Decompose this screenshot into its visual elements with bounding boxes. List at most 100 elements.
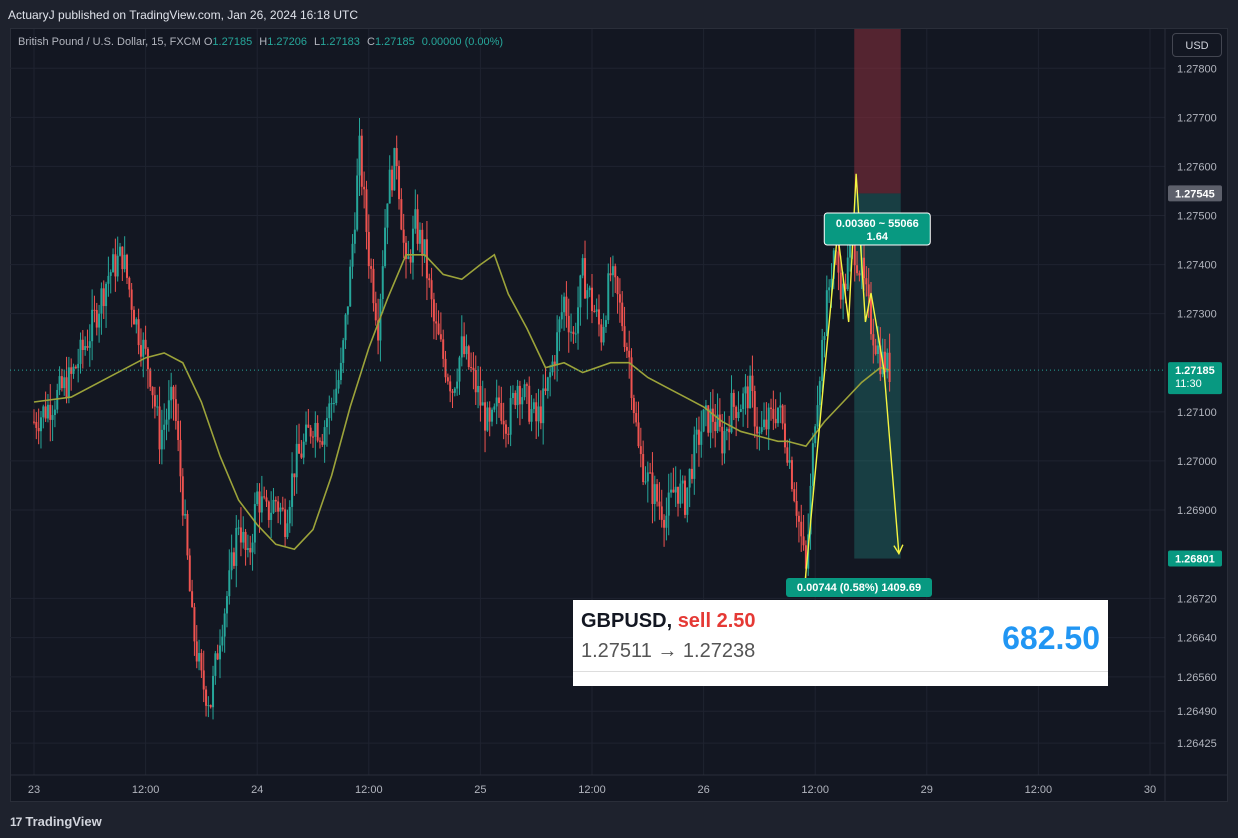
candle xyxy=(309,424,312,444)
candle xyxy=(737,391,740,422)
candle xyxy=(195,625,198,669)
candle xyxy=(298,423,301,455)
candle xyxy=(160,409,163,465)
candle-body xyxy=(272,499,275,513)
candle xyxy=(114,238,117,292)
candle xyxy=(181,468,184,526)
candle-body xyxy=(344,314,347,341)
candle-body xyxy=(479,385,482,406)
candle-body xyxy=(686,487,689,515)
candle xyxy=(370,258,373,283)
time-tick-label: 29 xyxy=(921,784,933,796)
candle-body xyxy=(123,254,126,270)
candle-body xyxy=(407,256,410,259)
candle xyxy=(774,399,777,429)
candle-body xyxy=(256,491,259,505)
candle-body xyxy=(402,229,405,243)
open-value: 1.27185 xyxy=(212,36,253,48)
change-value: 0.00000 (0.00%) xyxy=(421,36,504,48)
candle xyxy=(649,462,652,474)
candle-body xyxy=(225,596,228,614)
symbol-label: British Pound / U.S. Dollar, 15, FXCM xyxy=(18,36,201,48)
candle-body xyxy=(386,203,389,228)
candle-body xyxy=(611,266,614,276)
candle-body xyxy=(574,333,577,335)
candle-body xyxy=(504,424,507,434)
candle xyxy=(870,281,872,340)
candle-body xyxy=(774,418,777,424)
candle xyxy=(93,295,96,323)
candle xyxy=(660,489,663,528)
candle-body xyxy=(321,441,324,445)
candle-body xyxy=(609,273,612,276)
currency-button[interactable]: USD xyxy=(1172,33,1222,57)
candle xyxy=(486,401,489,432)
candle-body xyxy=(514,392,517,406)
candle xyxy=(725,426,728,441)
candle-body xyxy=(184,513,187,516)
candle-body xyxy=(258,491,261,513)
candle-body xyxy=(330,403,333,405)
candle-body xyxy=(714,421,717,432)
candle xyxy=(728,415,731,451)
candle xyxy=(216,644,219,661)
price-tick-label: 1.26560 xyxy=(1177,672,1217,684)
trade-result-card: GBPUSD, sell 2.50 1.27511 → 1.27238 682.… xyxy=(573,600,1108,686)
candle xyxy=(265,489,268,508)
candle-body xyxy=(63,377,66,389)
candle-body xyxy=(797,515,800,522)
candle-body xyxy=(244,531,247,550)
candle-body xyxy=(119,246,122,256)
candle xyxy=(332,389,335,413)
candle xyxy=(365,180,368,250)
candle-body xyxy=(318,440,321,442)
candle-body xyxy=(528,385,531,422)
candle-body xyxy=(623,326,626,347)
candle xyxy=(700,410,703,458)
trade-pnl: 682.50 xyxy=(1002,620,1100,656)
candle xyxy=(793,482,796,503)
candle xyxy=(286,509,289,540)
candle xyxy=(170,372,173,419)
candle xyxy=(535,393,538,439)
candle xyxy=(402,213,405,259)
candle-body xyxy=(704,405,707,410)
candle-body xyxy=(181,476,184,516)
candle xyxy=(588,285,591,298)
candles xyxy=(33,118,891,720)
candle xyxy=(337,370,340,394)
candle xyxy=(663,514,666,547)
candle-body xyxy=(384,227,387,267)
candle xyxy=(63,369,66,396)
candle xyxy=(179,420,182,493)
candle xyxy=(374,291,377,326)
candle-body xyxy=(518,385,521,405)
candle xyxy=(788,438,791,469)
candle xyxy=(156,394,159,416)
candle xyxy=(249,535,252,565)
candle xyxy=(263,486,266,500)
candle xyxy=(846,237,849,292)
candle xyxy=(346,306,349,325)
candle-body xyxy=(886,352,889,373)
candle xyxy=(256,482,259,506)
candle xyxy=(274,496,277,513)
candle-body xyxy=(702,409,705,432)
candle xyxy=(597,294,600,337)
candle-body xyxy=(772,408,775,419)
candle xyxy=(116,236,119,282)
candle-body xyxy=(672,489,675,493)
candle-body xyxy=(288,506,291,524)
candle xyxy=(112,248,115,273)
candle xyxy=(809,473,812,550)
candle xyxy=(314,411,317,458)
candle xyxy=(384,209,387,269)
stop-zone-extended xyxy=(854,29,901,194)
candle xyxy=(586,283,589,320)
time-tick-label: 24 xyxy=(251,784,263,796)
candle-body xyxy=(656,484,659,502)
tradingview-logo[interactable]: 17 TradingView xyxy=(10,814,102,829)
target-info-text: 0.00744 (0.58%) 1409.69 xyxy=(797,582,921,594)
